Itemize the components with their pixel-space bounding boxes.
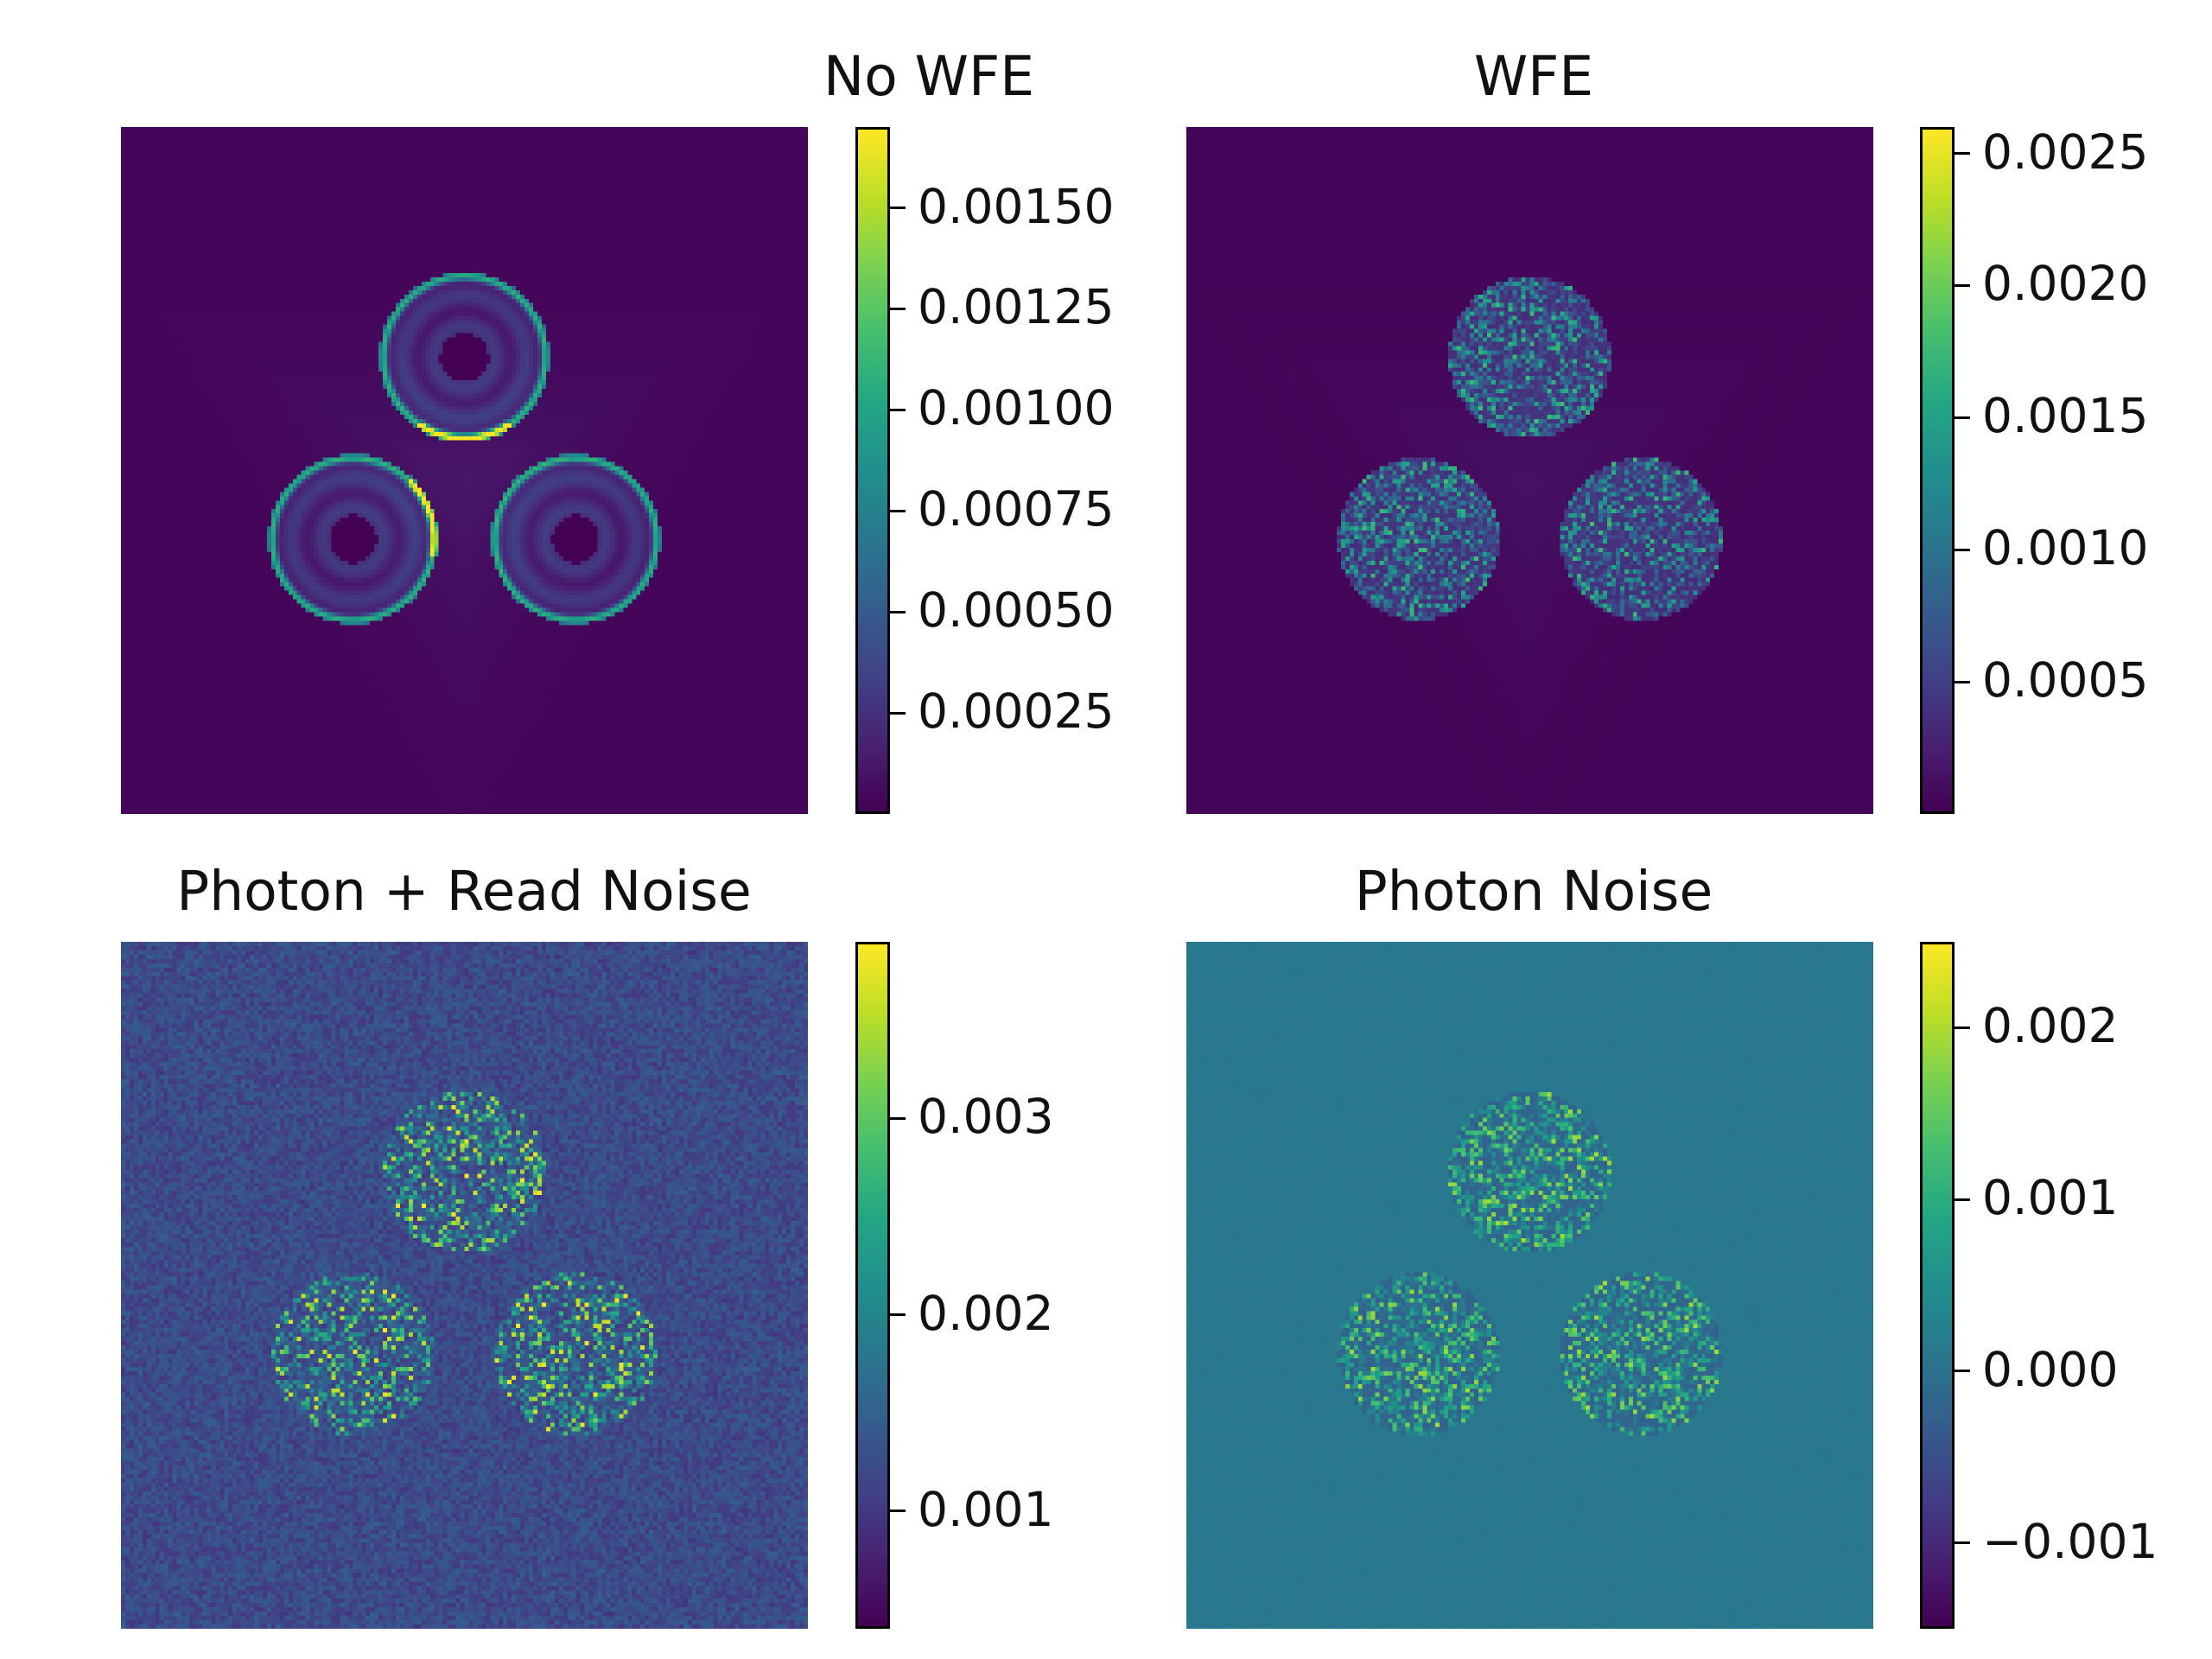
colorbar-tick xyxy=(890,207,906,210)
panel-title: Photon Noise xyxy=(1354,860,1713,923)
colorbar-tick-label: 0.0015 xyxy=(1982,388,2149,444)
colorbar-tick-label: 0.00150 xyxy=(918,178,1115,234)
colorbar-tick-label: 0.002 xyxy=(918,1285,1054,1341)
colorbar xyxy=(855,127,890,814)
colorbar-tick xyxy=(1955,680,1970,683)
colorbar-tick-label: 0.003 xyxy=(918,1089,1054,1145)
colorbar-tick xyxy=(1955,1026,1970,1029)
colorbar-tick xyxy=(890,509,906,512)
heatmap-image xyxy=(1186,127,1873,814)
colorbar-tick-label: 0.002 xyxy=(1982,998,2119,1054)
colorbar-tick-label: 0.0010 xyxy=(1982,520,2149,576)
colorbar-tick xyxy=(890,610,906,613)
colorbar-tick-label: 0.000 xyxy=(1982,1341,2119,1397)
colorbar-tick-label: 0.00125 xyxy=(918,279,1115,335)
colorbar-tick xyxy=(890,1116,906,1120)
colorbar-tick xyxy=(1955,152,1970,156)
panel-title: WFE xyxy=(1473,45,1594,108)
heatmap-image xyxy=(121,942,808,1629)
colorbar-tick xyxy=(1955,283,1970,287)
colorbar-tick-label: 0.00050 xyxy=(918,582,1115,639)
colorbar-tick xyxy=(1955,416,1970,419)
colorbar-tick xyxy=(890,307,906,310)
colorbar-tick-label: −0.001 xyxy=(1982,1513,2158,1569)
colorbar xyxy=(1920,942,1955,1629)
colorbar-tick xyxy=(1955,548,1970,551)
colorbar-tick-label: 0.001 xyxy=(918,1481,1054,1537)
colorbar-tick xyxy=(890,711,906,715)
colorbar-tick xyxy=(890,408,906,411)
colorbar-tick xyxy=(1955,1198,1970,1201)
colorbar-tick xyxy=(1955,1541,1970,1545)
colorbar-tick-label: 0.00025 xyxy=(918,683,1115,740)
colorbar-tick xyxy=(1955,1370,1970,1373)
colorbar-tick xyxy=(890,1313,906,1317)
colorbar-tick-label: 0.001 xyxy=(1982,1170,2119,1226)
colorbar-tick-label: 0.00100 xyxy=(918,380,1115,436)
colorbar xyxy=(855,942,890,1629)
heatmap-image xyxy=(121,127,808,814)
panel-title: Photon + Read Noise xyxy=(176,860,752,923)
colorbar xyxy=(1920,127,1955,814)
colorbar-tick-label: 0.0005 xyxy=(1982,652,2149,709)
colorbar-tick xyxy=(890,1510,906,1513)
heatmap-image xyxy=(1186,942,1873,1629)
colorbar-tick-label: 0.0025 xyxy=(1982,124,2149,180)
panel-title: No WFE xyxy=(823,45,1035,108)
colorbar-tick-label: 0.00075 xyxy=(918,481,1115,537)
colorbar-tick-label: 0.0020 xyxy=(1982,256,2149,312)
